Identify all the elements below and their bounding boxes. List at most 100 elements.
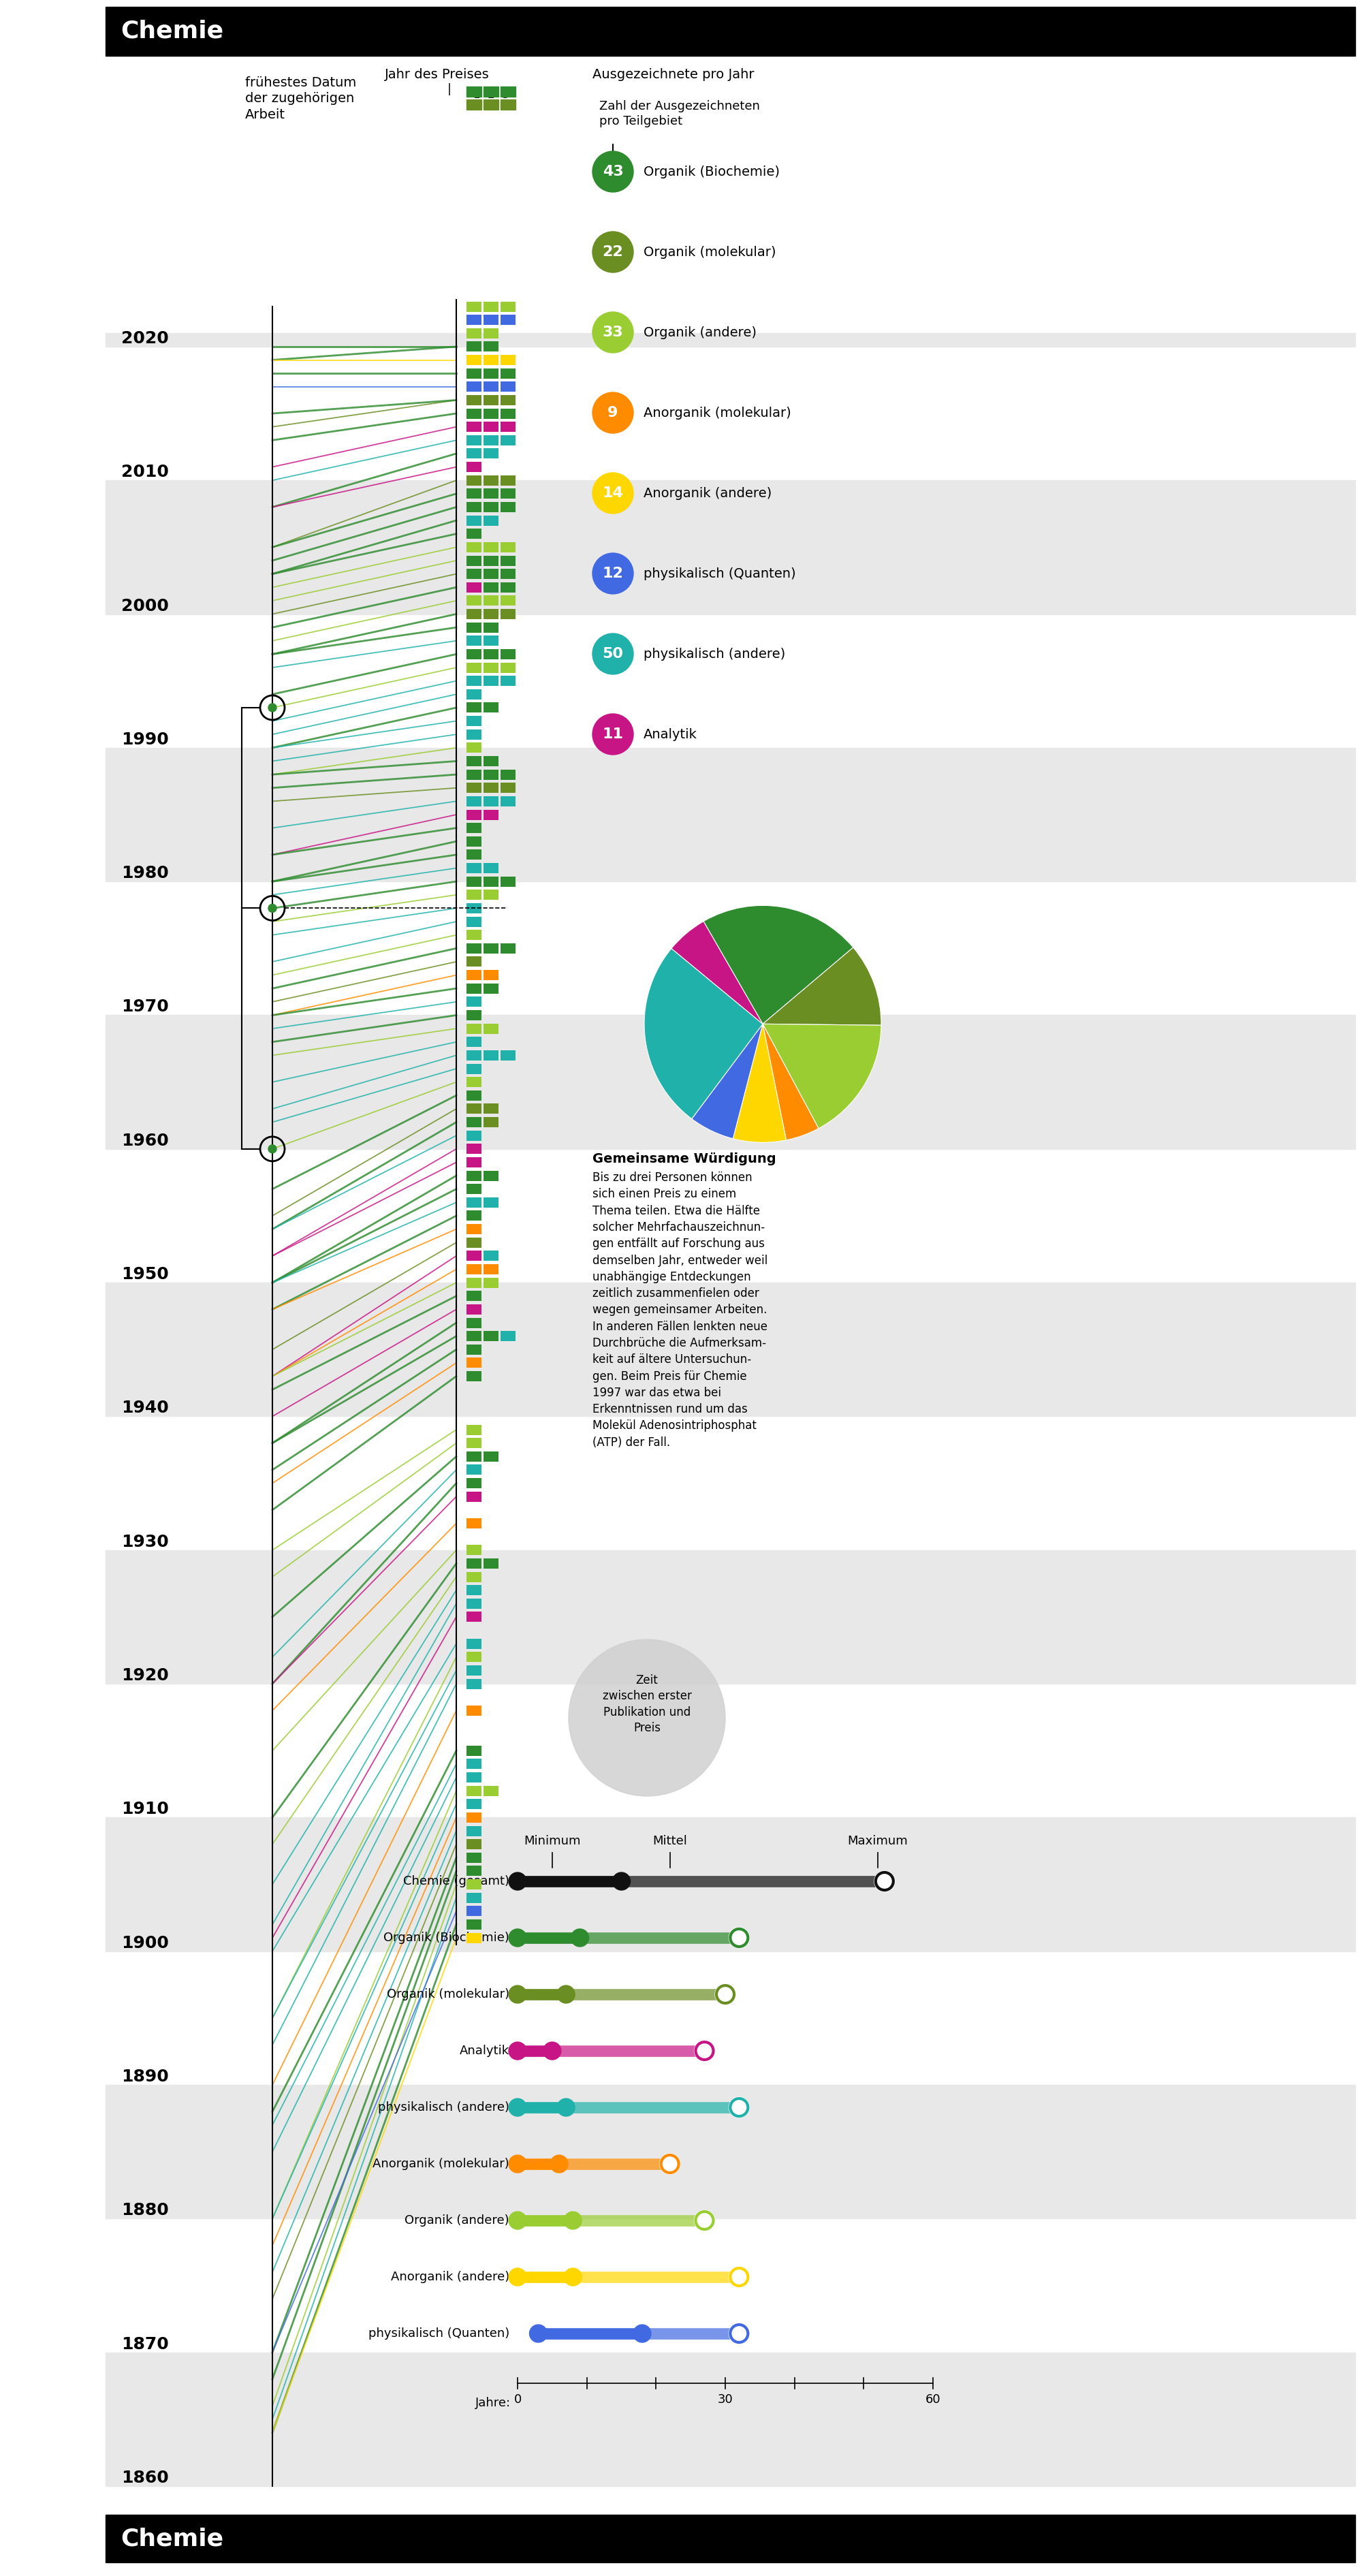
Bar [466,1919,482,1929]
Bar [466,1211,482,1221]
Bar [501,301,515,312]
Circle shape [557,1986,575,2004]
Bar [501,675,515,685]
Bar [466,461,482,471]
Wedge shape [733,1025,786,1144]
Bar [466,474,482,484]
Circle shape [695,2040,715,2061]
Circle shape [550,2156,568,2172]
Circle shape [509,2267,526,2285]
Bar [484,569,498,580]
Bar [466,690,482,701]
Circle shape [613,1873,631,1891]
Bar [466,1705,482,1716]
Bar [484,1170,498,1180]
Bar [484,314,498,325]
Bar [466,649,482,659]
Bar [484,703,498,714]
Ellipse shape [569,1638,725,1795]
Circle shape [659,2154,680,2174]
Bar [484,381,498,392]
Bar [501,608,515,618]
Bar [466,410,482,417]
Bar [501,556,515,567]
Bar [466,343,482,353]
Circle shape [509,2213,526,2228]
Bar [484,809,498,819]
Bar [484,783,498,793]
Bar [484,100,498,111]
Bar [466,1759,482,1770]
Bar [466,1144,482,1154]
Bar [466,742,482,752]
Text: 1880: 1880 [121,2202,169,2218]
Bar [466,394,482,404]
Bar [484,410,498,417]
Circle shape [268,1144,276,1154]
Bar [501,662,515,672]
Bar [466,1170,482,1180]
Bar [484,595,498,605]
Bar [484,368,498,379]
Bar [466,1425,482,1435]
Bar [501,876,515,886]
Bar [466,1571,482,1582]
Text: Minimum: Minimum [524,1834,580,1847]
Text: Anorganik (molekular): Anorganik (molekular) [373,2159,509,2169]
Bar [466,1492,482,1502]
Bar [466,327,482,337]
Bar [484,1450,498,1461]
Bar [484,662,498,672]
Bar [466,636,482,647]
Text: Jahr des Preises: Jahr des Preises [385,67,489,80]
Bar [466,489,482,500]
Text: 1870: 1870 [121,2336,169,2352]
Bar [466,809,482,819]
Text: Mittel: Mittel [652,1834,688,1847]
Bar [484,1118,498,1128]
Bar [466,314,482,325]
Bar [466,783,482,793]
Bar [501,410,515,417]
Text: physikalisch (andere): physikalisch (andere) [644,647,786,659]
Circle shape [729,2267,749,2287]
Circle shape [592,152,633,193]
Bar [466,1370,482,1381]
Bar [501,381,515,392]
Circle shape [509,2156,526,2172]
Text: Zahl der Ausgezeichneten
pro Teilgebiet: Zahl der Ausgezeichneten pro Teilgebiet [599,100,760,126]
Text: Bis zu drei Personen können
sich einen Preis zu einem
Thema teilen. Etwa die Häl: Bis zu drei Personen können sich einen P… [592,1172,768,1448]
Text: 1940: 1940 [121,1399,169,1417]
Text: Organik (andere): Organik (andere) [405,2215,509,2226]
Bar [466,88,482,98]
Text: 11: 11 [602,726,624,742]
Bar [484,770,498,781]
Circle shape [592,312,633,353]
Bar [466,1584,482,1595]
Circle shape [592,554,633,595]
Circle shape [874,1870,895,1891]
Wedge shape [644,948,763,1118]
Bar [466,515,482,526]
Text: Organik (andere): Organik (andere) [644,327,757,340]
Bar [466,904,482,914]
Text: Gemeinsame Würdigung: Gemeinsame Würdigung [592,1151,776,1164]
Bar [466,1906,482,1917]
Bar [466,623,482,634]
Text: Anorganik (molekular): Anorganik (molekular) [644,407,791,420]
Bar [501,796,515,806]
Text: 1920: 1920 [121,1667,169,1685]
Bar [466,1466,482,1476]
Bar [106,8,1355,57]
Bar [484,984,498,994]
Wedge shape [763,1025,881,1128]
Text: Organik (molekular): Organik (molekular) [644,245,776,258]
Bar [466,1198,482,1208]
Text: 50: 50 [602,647,624,659]
Circle shape [268,904,276,912]
Bar [466,556,482,567]
Bar [484,1023,498,1033]
Text: 1950: 1950 [121,1267,169,1283]
Bar [484,1332,498,1342]
Bar [466,1798,482,1808]
